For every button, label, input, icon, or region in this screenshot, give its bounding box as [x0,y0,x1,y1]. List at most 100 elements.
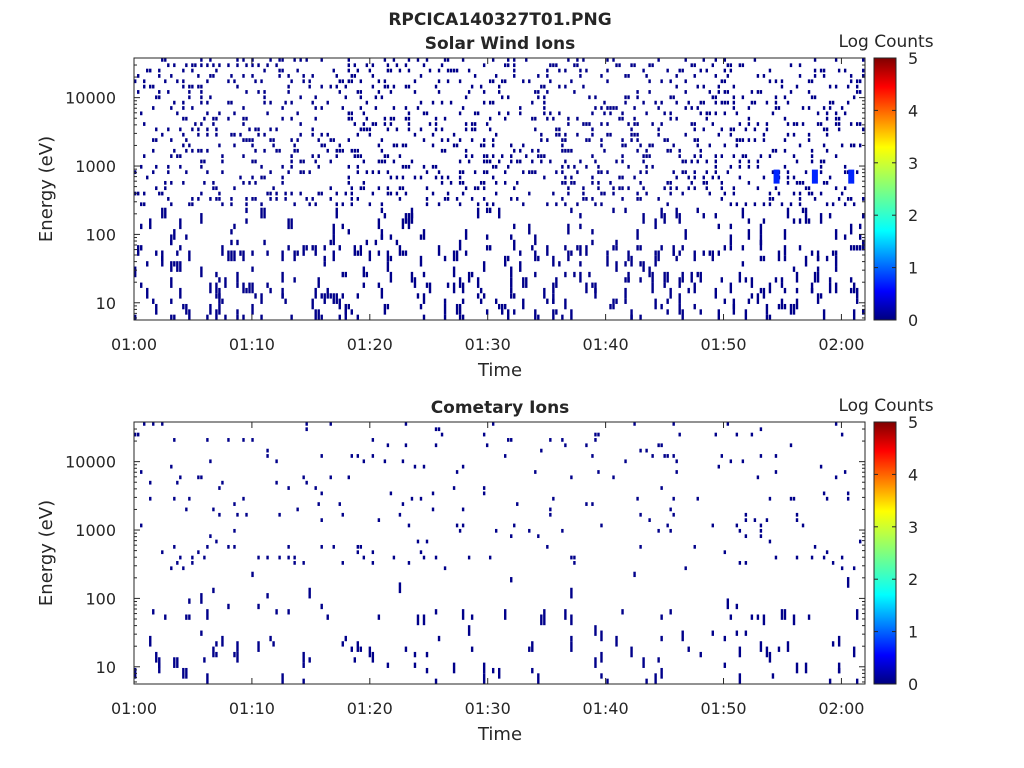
spectrogram-cell [206,148,209,153]
spectrogram-cell [582,84,585,89]
spectrogram-cell [491,422,495,426]
spectrogram-cell [350,309,353,315]
spectrogram-cell [191,68,194,73]
spectrogram-cell [693,170,696,175]
spectrogram-cell [347,63,350,68]
spectrogram-cell [428,122,432,126]
spectrogram-cell [759,641,763,652]
spectrogram-cell [672,245,675,256]
spectrogram-cell [834,229,838,240]
spectrogram-cell [362,266,366,278]
axes-frame-solar-wind [133,57,866,321]
spectrogram-cell [663,111,666,116]
spectrogram-cell [356,148,360,153]
spectrogram-cell [822,74,826,78]
spectrogram-cell [341,641,344,647]
spectrogram-cell [158,191,161,196]
spectrogram-cell [356,90,360,94]
spectrogram-cell [846,496,850,501]
spectrogram-cell [735,432,739,437]
spectrogram-cell [552,255,555,267]
colorbar-tick-label: 0 [908,311,918,330]
spectrogram-cell [699,68,702,73]
spectrogram-cell [654,298,657,310]
spectrogram-cell [140,282,143,288]
spectrogram-cell [771,197,775,201]
spectrogram-cell [230,197,233,201]
spectrogram-cell [458,111,462,116]
spectrogram-cell [729,202,733,207]
spectrogram-cell [630,255,633,267]
spectrogram-cell [816,111,820,116]
spectrogram-cell [398,245,402,256]
spectrogram-cell [227,544,230,549]
spectrogram-cell [425,186,429,191]
spectrogram-cell [522,79,525,84]
spectrogram-cell [789,90,793,94]
spectrogram-cell [657,197,660,201]
spectrogram-cell [723,298,727,304]
spectrogram-cell [320,191,323,196]
spectrogram-cell [443,303,447,315]
spectrogram-cell [516,197,519,201]
spectrogram-cell [407,164,411,169]
spectrogram-cell [194,63,197,68]
spectrogram-cell [152,170,155,175]
spectrogram-cell [591,502,594,506]
spectrogram-cell [359,106,363,110]
spectrogram-cell [188,143,191,148]
spectrogram-cell [618,63,621,68]
spectrogram-cell [482,491,486,496]
spectrogram-cell [383,116,387,121]
spectrogram-cell [251,197,254,201]
spectrogram-cell [519,250,522,256]
spectrogram-cell [203,159,206,164]
spectrogram-cell [534,234,537,246]
spectrogram-cell [852,309,856,320]
spectrogram-cell [795,555,799,560]
spectrogram-cell [497,111,501,116]
spectrogram-cell [371,438,375,442]
spectrogram-cell [314,309,317,320]
spectrogram-cell [167,197,170,201]
spectrogram-cell [714,95,717,100]
spectrogram-cell [317,191,320,196]
spectrogram-cell [494,528,498,533]
spectrogram-cell [368,127,372,132]
spectrogram-cell [320,106,323,110]
spectrogram-cell [260,293,263,304]
spectrogram-cell [323,293,326,304]
spectrogram-cell [855,90,859,94]
spectrogram-cell [510,154,513,158]
spectrogram-cell [281,116,284,121]
spectrogram-cell [248,180,251,185]
spectrogram-cell [347,68,350,73]
spectrogram-cell [416,106,420,110]
spectrogram-cell [236,651,239,663]
spectrogram-cell [699,651,702,658]
spectrogram-cell [245,207,248,214]
spectrogram-cell [146,287,149,299]
spectrogram-cell [744,561,748,565]
spectrogram-cell [753,202,757,207]
spectrogram-cell [846,100,850,105]
spectrogram-cell [485,202,489,207]
spectrogram-cell [422,464,426,469]
colorbar-cometary [873,421,897,685]
spectrogram-cell [149,218,152,230]
spectrogram-cell [861,74,865,78]
spectrogram-cell [395,63,399,68]
spectrogram-cell [669,180,672,185]
spectrogram-cell [555,309,558,315]
spectrogram-cell [485,207,489,214]
spectrogram-cell [510,577,513,583]
spectrogram-cell [335,202,338,207]
spectrogram-cell [149,68,152,73]
spectrogram-cell [510,277,513,288]
spectrogram-cell [597,170,600,175]
spectrogram-cell [479,298,483,304]
spectrogram-cell [329,475,332,480]
spectrogram-cell [645,678,648,684]
spectrogram-cell [317,502,320,506]
